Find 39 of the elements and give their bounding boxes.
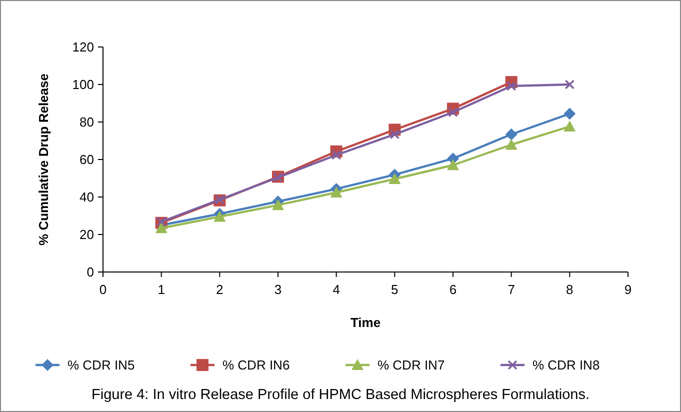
- x-tick-label: 1: [158, 282, 165, 297]
- legend-label: % CDR IN6: [222, 358, 290, 373]
- y-tick-label: 40: [80, 190, 94, 205]
- point: [448, 107, 458, 118]
- point: [214, 210, 226, 222]
- point: [506, 81, 516, 91]
- x-tick-label: 6: [449, 282, 457, 297]
- point: [330, 186, 342, 198]
- y-tick-label: 60: [80, 152, 94, 168]
- y-tick-label: 120: [72, 40, 94, 55]
- x-tick-label: 7: [508, 282, 515, 297]
- y-axis-title: % Cumulative Drup Release: [36, 74, 51, 246]
- x-tick-label: 0: [99, 282, 107, 297]
- y-tick-label: 100: [72, 77, 94, 92]
- x-tick-label: 2: [216, 282, 224, 297]
- x-tick-label: 4: [332, 282, 340, 297]
- x-tick-label: 9: [624, 282, 632, 297]
- x-tick-label: 8: [566, 282, 574, 297]
- point: [564, 120, 576, 132]
- point: [390, 129, 400, 140]
- legend-label: % CDR IN7: [378, 358, 445, 373]
- point: [564, 80, 575, 90]
- point: [388, 173, 401, 184]
- x-tick-label: 3: [274, 282, 282, 297]
- point: [447, 159, 459, 170]
- x-axis-title: Time: [350, 315, 381, 330]
- point: [505, 128, 518, 140]
- y-tick-label: 0: [86, 264, 94, 280]
- legend-label: % CDR IN5: [68, 358, 135, 373]
- point: [272, 199, 284, 210]
- caption: Figure 4: In vitro Release Profile of HPMC Based Microspheres Formulations.: [91, 387, 590, 403]
- y-tick-label: 80: [80, 114, 94, 130]
- y-tick-label: 20: [80, 227, 94, 242]
- point: [505, 138, 518, 150]
- point: [564, 108, 576, 120]
- x-tick-label: 5: [391, 282, 398, 297]
- point: [331, 150, 342, 160]
- point: [155, 222, 168, 234]
- legend-label: % CDR IN8: [532, 358, 600, 373]
